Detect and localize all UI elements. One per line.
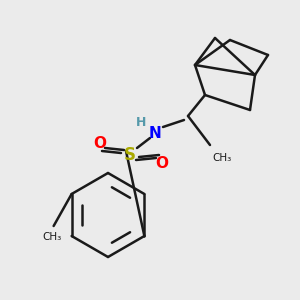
Text: S: S (124, 146, 136, 164)
Text: O: O (155, 155, 169, 170)
Text: H: H (136, 116, 146, 128)
Text: CH₃: CH₃ (212, 153, 231, 163)
Text: CH₃: CH₃ (42, 232, 61, 242)
Text: N: N (148, 125, 161, 140)
Text: O: O (94, 136, 106, 151)
